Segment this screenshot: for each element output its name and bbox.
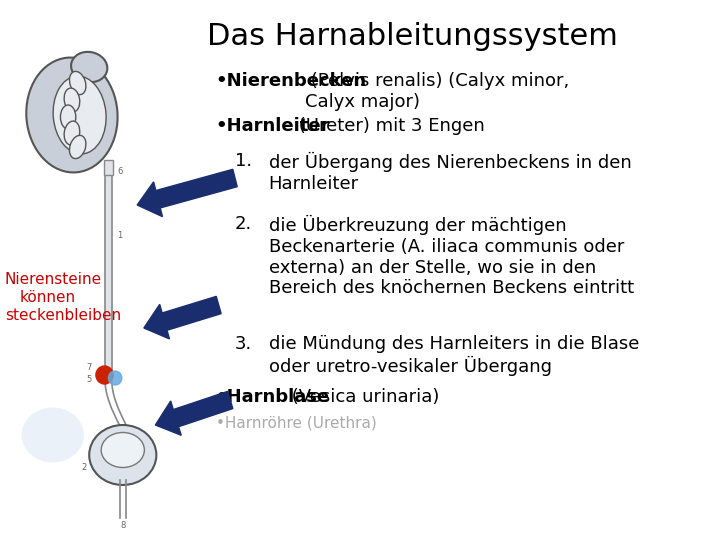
Ellipse shape [64, 88, 80, 112]
Polygon shape [138, 170, 237, 217]
Ellipse shape [53, 76, 106, 154]
Text: (Ureter) mit 3 Engen: (Ureter) mit 3 Engen [292, 117, 485, 135]
Circle shape [109, 371, 122, 385]
Ellipse shape [27, 58, 117, 172]
Ellipse shape [71, 52, 107, 82]
Ellipse shape [102, 433, 144, 468]
Text: die Mündung des Harnleiters in die Blase
oder uretro-vesikaler Übergang: die Mündung des Harnleiters in die Blase… [269, 335, 639, 376]
Text: die Überkreuzung der mächtigen
Beckenarterie (A. iliaca communis oder
externa) a: die Überkreuzung der mächtigen Beckenart… [269, 215, 634, 298]
Text: •Harnleiter: •Harnleiter [216, 117, 330, 135]
Text: 1.: 1. [235, 152, 252, 170]
Ellipse shape [64, 121, 80, 145]
Text: steckenbleiben: steckenbleiben [5, 308, 121, 323]
Text: 2: 2 [81, 463, 86, 472]
Text: •Nierenbecken: •Nierenbecken [216, 72, 367, 90]
Ellipse shape [60, 105, 76, 129]
Text: der Übergang des Nierenbeckens in den
Harnleiter: der Übergang des Nierenbeckens in den Ha… [269, 152, 631, 193]
Text: (Vesica urinaria): (Vesica urinaria) [286, 388, 439, 406]
Text: 3.: 3. [235, 335, 252, 353]
Polygon shape [156, 392, 233, 435]
Circle shape [96, 366, 113, 384]
Text: 6: 6 [117, 167, 122, 177]
Text: 2.: 2. [235, 215, 252, 233]
Text: 5: 5 [87, 375, 92, 384]
Text: Das Harnableitungssystem: Das Harnableitungssystem [207, 22, 618, 51]
Ellipse shape [69, 136, 86, 159]
Text: Nierensteine: Nierensteine [5, 272, 102, 287]
Ellipse shape [69, 71, 86, 94]
Text: •Harnröhre (Urethra): •Harnröhre (Urethra) [216, 415, 377, 430]
Text: 7: 7 [86, 362, 92, 372]
Ellipse shape [89, 425, 156, 485]
FancyBboxPatch shape [104, 160, 113, 175]
Text: (Pelvis renalis) (Calyx minor,
Calyx major): (Pelvis renalis) (Calyx minor, Calyx maj… [305, 72, 570, 111]
Ellipse shape [22, 408, 84, 462]
Text: 8: 8 [120, 521, 125, 530]
FancyBboxPatch shape [105, 170, 112, 375]
Text: können: können [19, 290, 76, 305]
Text: •Harnblase: •Harnblase [216, 388, 330, 406]
Text: 1: 1 [117, 231, 122, 240]
Polygon shape [144, 296, 221, 339]
